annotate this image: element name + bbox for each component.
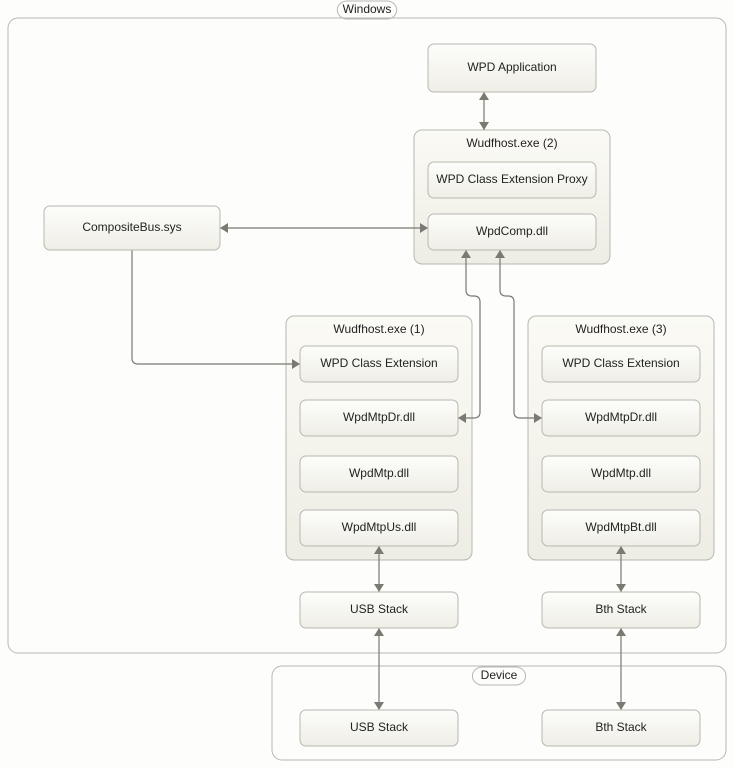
node-label: USB Stack	[350, 720, 409, 734]
group-title: Device	[481, 668, 518, 682]
node-label: USB Stack	[350, 602, 409, 616]
node-label: WPD Class Extension	[562, 356, 679, 370]
node-mtpUs: WpdMtpUs.dll	[300, 510, 458, 546]
node-label: WPD Class Extension	[320, 356, 437, 370]
edge-compbus-wpdcomp	[220, 223, 428, 233]
edge-usbw-usbd	[374, 628, 384, 710]
node-label: WpdMtpBt.dll	[585, 520, 656, 534]
node-mtpBt: WpdMtpBt.dll	[542, 510, 700, 546]
node-usbStackD: USB Stack	[300, 710, 458, 746]
node-bthStackD: Bth Stack	[542, 710, 700, 746]
node-mtpDr1: WpdMtpDr.dll	[300, 400, 458, 436]
node-label: WpdMtpUs.dll	[342, 520, 417, 534]
node-label: CompositeBus.sys	[82, 220, 181, 234]
group-title: Wudfhost.exe (2)	[466, 136, 557, 150]
node-mtp3: WpdMtp.dll	[542, 456, 700, 492]
edge-mtpus-usbw	[374, 546, 384, 592]
node-compBus: CompositeBus.sys	[44, 206, 220, 250]
node-usbStackW: USB Stack	[300, 592, 458, 628]
node-wpdComp: WpdComp.dll	[428, 214, 596, 250]
node-label: WpdMtpDr.dll	[343, 410, 415, 424]
architecture-diagram: Windows Device Wudfhost.exe (2) Wudfhost.e…	[0, 0, 733, 768]
node-ext1: WPD Class Extension	[300, 346, 458, 382]
node-label: WpdComp.dll	[476, 224, 548, 238]
node-label: WPD Class Extension Proxy	[436, 172, 587, 186]
node-label: WpdMtp.dll	[349, 466, 409, 480]
node-label: WpdMtpDr.dll	[585, 410, 657, 424]
edge-compbus-ext1	[132, 250, 300, 369]
edge-app-wudf2	[479, 92, 489, 130]
group-title: Windows	[343, 2, 392, 16]
node-label: Bth Stack	[595, 602, 647, 616]
edge-mtpbt-bthw	[616, 546, 626, 592]
edge-bthw-bthd	[616, 628, 626, 710]
group-title: Wudfhost.exe (3)	[575, 322, 666, 336]
group-title: Wudfhost.exe (1)	[333, 322, 424, 336]
node-label: WPD Application	[467, 60, 556, 74]
node-mtp1: WpdMtp.dll	[300, 456, 458, 492]
node-label: WpdMtp.dll	[591, 466, 651, 480]
node-wpdApp: WPD Application	[428, 44, 596, 92]
node-mtpDr3: WpdMtpDr.dll	[542, 400, 700, 436]
node-proxy: WPD Class Extension Proxy	[428, 162, 596, 198]
node-bthStackW: Bth Stack	[542, 592, 700, 628]
node-label: Bth Stack	[595, 720, 647, 734]
node-ext3: WPD Class Extension	[542, 346, 700, 382]
